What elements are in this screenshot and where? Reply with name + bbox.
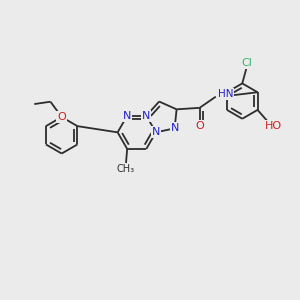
- Text: N: N: [170, 123, 179, 134]
- Text: N: N: [142, 111, 151, 121]
- Text: CH₃: CH₃: [117, 164, 135, 174]
- Text: O: O: [57, 112, 66, 122]
- Text: O: O: [195, 121, 204, 131]
- Text: Cl: Cl: [241, 58, 252, 68]
- Text: HO: HO: [265, 121, 282, 131]
- Text: N: N: [152, 127, 160, 137]
- Text: N: N: [123, 111, 131, 121]
- Text: HN: HN: [218, 89, 234, 99]
